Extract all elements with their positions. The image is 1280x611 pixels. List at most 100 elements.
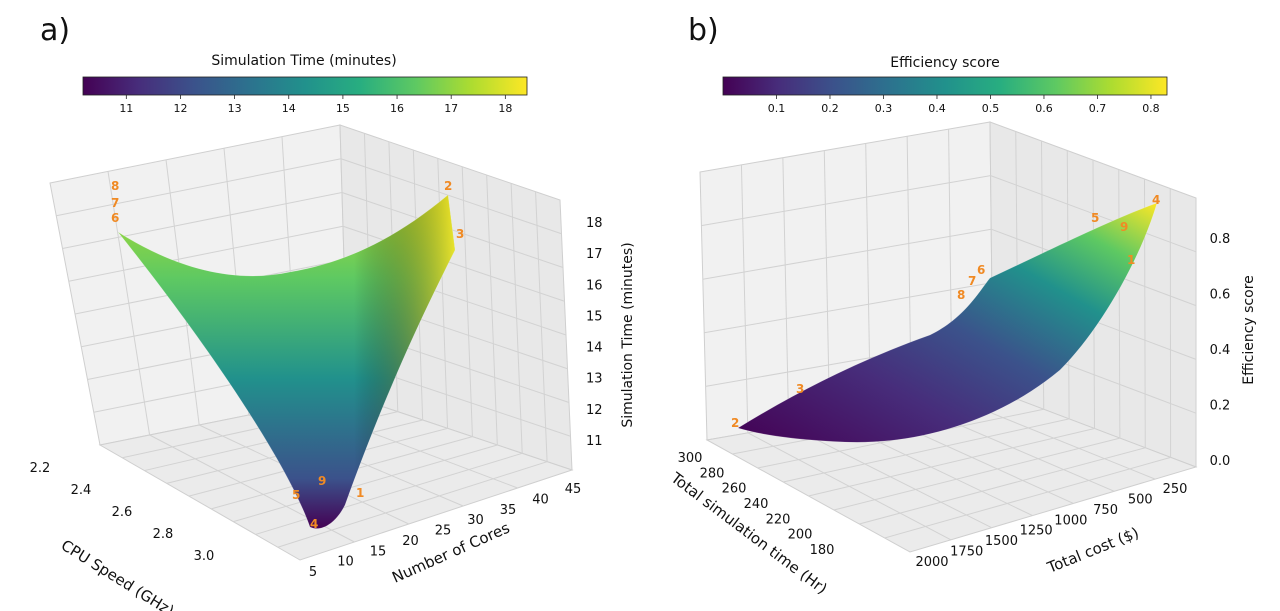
x-tick-b-0: 300 [678,451,703,466]
surface-a [117,194,456,529]
z-tick-b-3: 0.6 [1210,288,1231,303]
z-tick-a-7: 18 [586,216,603,231]
x-tick-a-3: 2.8 [153,527,174,542]
x-tick-a-4: 3.0 [194,549,215,564]
y-tick-b-3: 1250 [1020,524,1053,539]
z-tick-a-2: 13 [586,372,603,387]
x-tick-b-4: 220 [766,512,791,527]
z-tick-b-0: 0.0 [1210,454,1231,469]
colorbar-b-tick-label-7: 0.8 [1142,102,1160,115]
colorbar-b-tick-label-6: 0.7 [1089,102,1107,115]
colorbar-a-tick-label-4: 15 [336,102,350,115]
colorbar-a-tick-label-5: 16 [390,102,404,115]
y-tick-a-8: 45 [565,482,582,497]
z-tick-a-3: 14 [586,341,603,356]
point-labels-a: 1 2 3 4 5 6 7 8 9 [111,179,464,531]
colorbar-a-tick-label-3: 14 [282,102,296,115]
colorbar-a-tick-label-6: 17 [444,102,458,115]
grid-b-floor-v-7 [884,456,1171,539]
grid-b-left-u-3 [823,150,831,419]
y-tick-a-3: 20 [402,534,419,549]
colorbar-a [82,76,528,96]
panel-a-label: a) [40,13,70,48]
x-axis-label-a: CPU Speed (GHz) [58,536,177,611]
x-tick-b-6: 180 [810,543,835,558]
colorbar-b-tick-label-0: 0.1 [768,102,786,115]
x-tick-b-1: 280 [700,466,725,481]
grid-a-right-v-1 [340,158,562,235]
x-tick-a-0: 2.2 [30,461,51,476]
grid-a-floor-v-7 [255,452,523,535]
panel-b: b) Efficiency score 0.1 0.2 0.3 0.4 0.5 0.6 0.… [667,13,1257,598]
y-tick-b-5: 750 [1093,503,1118,518]
colorbar-a-title: Simulation Time (minutes) [211,53,396,69]
z-tick-b-2: 0.4 [1210,343,1231,358]
colorbar-b-ticks: 0.1 0.2 0.3 0.4 0.5 0.6 0.7 0.8 [768,95,1160,115]
colorbar-b-tick-label-1: 0.2 [821,102,839,115]
grid-b-floor-v-6 [859,447,1146,525]
y-tick-a-2: 15 [370,544,387,559]
point-label-b-8: 8 [957,288,965,302]
x-tick-a-1: 2.4 [71,483,92,498]
colorbar-a-ticks: 11 12 13 14 15 16 17 18 [119,95,512,115]
y-tick-b-0: 2000 [915,555,948,570]
x-tick-a-2: 2.6 [112,505,133,520]
colorbar-a-tick-label-0: 11 [119,102,133,115]
y-ticks-a: 5 10 15 20 25 30 35 40 45 [309,482,581,580]
colorbar-b-title: Efficiency score [890,55,1000,71]
grid-b-floor-v-4 [808,428,1095,497]
z-tick-a-0: 11 [586,434,603,449]
z-tick-a-1: 12 [586,403,603,418]
grid-b-left-v-2 [702,228,992,280]
point-label-b-7: 7 [968,274,976,288]
y-tick-b-6: 500 [1128,492,1153,507]
point-label-a-4: 4 [310,517,318,531]
z-axis-label-a: Simulation Time (minutes) [620,242,636,427]
point-label-b-1: 1 [1127,253,1135,267]
point-label-a-5: 5 [292,488,300,502]
point-label-b-4: 4 [1152,193,1160,207]
point-label-a-6: 6 [111,211,119,225]
z-ticks-b: 0.0 0.2 0.4 0.6 0.8 [1210,232,1231,469]
point-labels-b: 1 2 3 4 5 6 7 8 9 [731,193,1160,430]
x-ticks-a: 2.2 2.4 2.6 2.8 3.0 [30,461,215,564]
point-label-a-1: 1 [356,486,364,500]
grid-a-left-v-2 [62,192,343,249]
point-label-a-8: 8 [111,179,119,193]
grid-a-right-v-2 [341,192,564,268]
colorbar-b [722,76,1168,96]
y-tick-a-4: 25 [435,524,452,539]
y-tick-a-1: 10 [337,555,354,570]
x-tick-b-3: 240 [744,497,769,512]
grid-a-floor-v-6 [233,444,498,523]
colorbar-b-tick-label-2: 0.3 [875,102,893,115]
grid-a-left-v-1 [56,158,342,217]
point-label-b-3: 3 [796,382,804,396]
colorbar-a-tick-label-1: 12 [173,102,187,115]
grid-b-right-u-5 [1118,169,1121,439]
colorbar-b-tick-label-4: 0.5 [982,102,1000,115]
colorbar-b-tick-label-5: 0.6 [1035,102,1053,115]
y-tick-b-4: 1000 [1054,513,1087,528]
y-tick-a-5: 30 [467,513,484,528]
grid-b-left-v-1 [701,175,991,227]
point-label-b-6: 6 [977,263,985,277]
y-axis-label-b: Total cost ($) [1044,524,1142,577]
y-tick-b-7: 250 [1163,482,1188,497]
grid-a-left-v-3 [68,225,344,282]
grid-b-floor-v-5 [833,437,1120,511]
point-label-b-9: 9 [1120,220,1128,234]
y-tick-a-6: 35 [500,503,517,518]
grid-b-floor-v-3 [783,418,1070,483]
grid-a-right-v-3 [342,225,565,302]
z-ticks-a: 11 12 13 14 15 16 17 18 [586,216,603,449]
grid-b-right-v-1 [990,175,1197,253]
z-axis-label-b: Efficiency score [1241,275,1257,385]
colorbar-a-tick-label-2: 13 [228,102,242,115]
z-tick-b-4: 0.8 [1210,232,1231,247]
z-tick-a-5: 16 [586,278,603,293]
panel-a: a) Simulation Time (minutes) 11 12 13 14 15 1… [30,13,636,611]
